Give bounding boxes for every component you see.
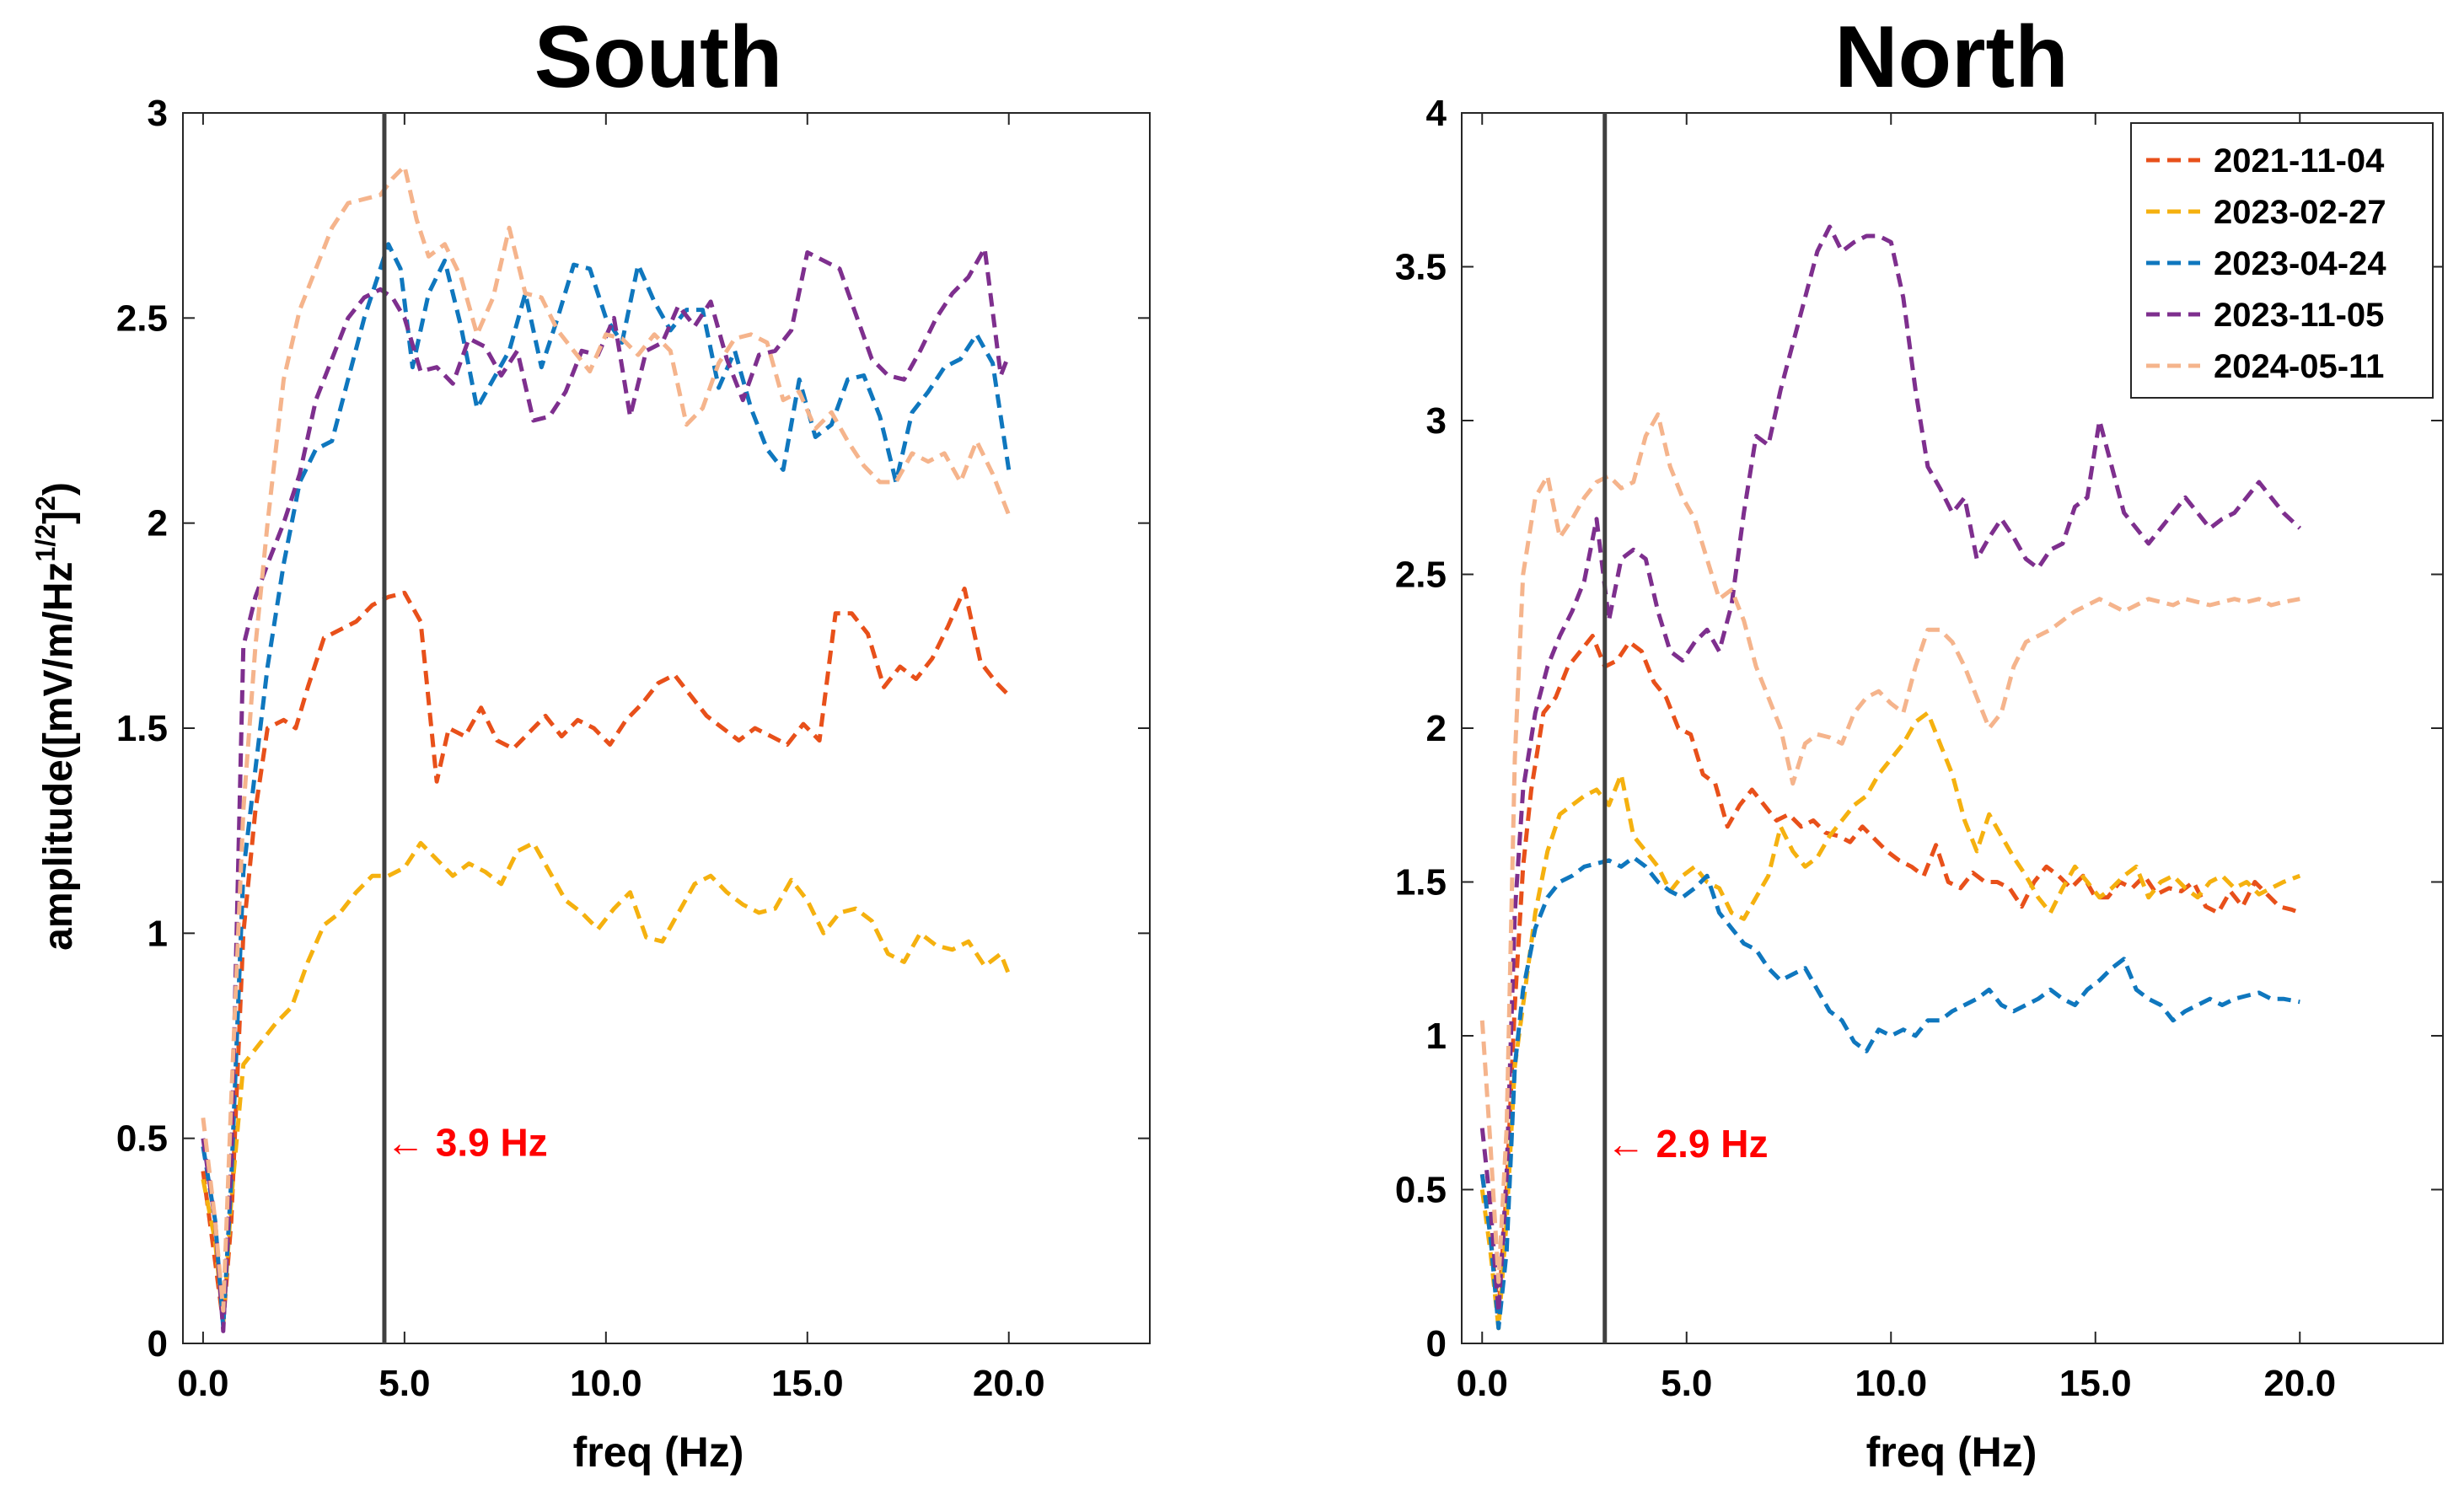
series-line-2021-11-04 [1479, 634, 2301, 1315]
legend-label: 2023-11-05 [2214, 297, 2384, 334]
series-line-2024-05-11 [201, 164, 1012, 1313]
series-line-2023-11-05 [201, 246, 1012, 1333]
x-tick-label: 0.0 [1457, 1363, 1508, 1404]
x-tick-label: 15.0 [771, 1363, 844, 1404]
legend-label: 2021-11-04 [2214, 142, 2385, 180]
y-axis-label-exp-2: 2 [30, 496, 61, 511]
x-tick-label: 10.0 [1855, 1363, 1927, 1404]
x-axis-label-north: freq (Hz) [1866, 1429, 2037, 1476]
y-tick-label: 2.5 [1395, 555, 1447, 596]
legend-label: 2024-05-11 [2214, 348, 2384, 385]
series-line-2023-04-24 [1479, 855, 2300, 1331]
legend-box [2130, 122, 2434, 399]
y-axis-label-south: amplitude([mV/m/Hz1/2]2) [30, 482, 81, 951]
series-line-2024-05-11 [1479, 412, 2300, 1284]
chart-south: South amplitude([mV/m/Hz1/2]2) freq (Hz)… [30, 8, 1151, 1476]
y-tick-label: 0.5 [116, 1118, 168, 1160]
series-line-2023-02-27 [201, 840, 1012, 1326]
y-tick-label: 1.5 [1395, 862, 1447, 903]
series-line-2023-04-24 [201, 242, 1012, 1329]
y-axis-label-part-3: ) [36, 482, 81, 496]
y-tick-label: 1.5 [116, 708, 168, 749]
x-tick-label: 15.0 [2059, 1363, 2132, 1404]
legend-label: 2023-02-27 [2214, 194, 2386, 231]
y-tick-label: 3 [1426, 400, 1447, 442]
x-tick-label: 5.0 [378, 1363, 430, 1404]
y-tick-label: 3 [148, 93, 168, 134]
chart-title-south: South [534, 8, 783, 106]
x-tick-label: 20.0 [2263, 1363, 2336, 1404]
y-tick-label: 3.5 [1395, 247, 1447, 288]
y-tick-label: 2 [1426, 708, 1447, 749]
x-tick-label: 10.0 [570, 1363, 642, 1404]
y-tick-label: 1 [148, 913, 168, 954]
frequency-annotation: ← 2.9 Hz [1607, 1122, 1769, 1166]
frequency-annotation: ← 3.9 Hz [386, 1121, 548, 1165]
y-tick-label: 0.5 [1395, 1170, 1447, 1211]
y-axis-label-part-1: amplitude([mV/m/Hz [36, 561, 81, 950]
axes-box-south [182, 112, 1151, 1344]
chart-title-north: North [1834, 8, 2068, 106]
x-axis-label-south: freq (Hz) [573, 1429, 744, 1476]
y-axis-label-part-2: ] [36, 511, 81, 524]
y-tick-label: 2 [148, 503, 168, 544]
legend-label: 2023-04-24 [2214, 245, 2386, 282]
x-tick-label: 0.0 [177, 1363, 228, 1404]
y-tick-label: 4 [1426, 93, 1447, 134]
x-tick-label: 20.0 [973, 1363, 1045, 1404]
y-tick-label: 1 [1426, 1016, 1447, 1057]
y-tick-label: 0 [148, 1323, 168, 1364]
x-tick-label: 5.0 [1661, 1363, 1712, 1404]
chart-north: North freq (Hz) 0 0.5 1 1.5 2 2.5 3 3.5 4 0.0 5.0 1… [1395, 8, 2444, 1476]
y-axis-label-exp-1: 1/2 [30, 524, 61, 561]
y-tick-label: 2.5 [116, 298, 168, 339]
y-tick-label: 0 [1426, 1323, 1447, 1364]
